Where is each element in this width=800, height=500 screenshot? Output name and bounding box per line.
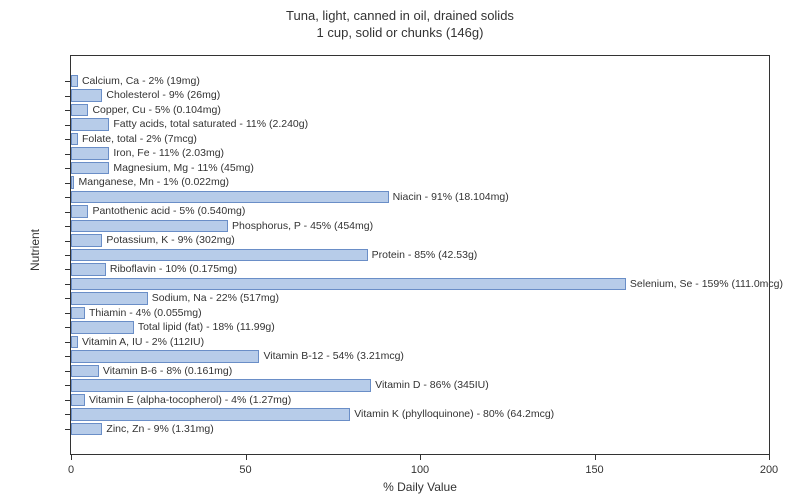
bar-label: Sodium, Na - 22% (517mg): [148, 291, 279, 305]
y-tick: [65, 284, 71, 285]
chart-title-line1: Tuna, light, canned in oil, drained soli…: [0, 8, 800, 25]
bar-label: Folate, total - 2% (7mcg): [78, 132, 197, 146]
plot-area: Calcium, Ca - 2% (19mg)Cholesterol - 9% …: [70, 55, 770, 455]
nutrient-chart: Tuna, light, canned in oil, drained soli…: [0, 0, 800, 500]
bar: [71, 307, 85, 319]
y-tick: [65, 255, 71, 256]
bar-label: Vitamin B-6 - 8% (0.161mg): [99, 364, 232, 378]
y-tick: [65, 125, 71, 126]
x-tick: [71, 454, 72, 460]
x-tick-label: 100: [411, 464, 429, 476]
y-tick: [65, 81, 71, 82]
bar: [71, 263, 106, 275]
bar-label: Selenium, Se - 159% (111.0mcg): [626, 277, 783, 291]
bar-label: Magnesium, Mg - 11% (45mg): [109, 161, 253, 175]
y-tick: [65, 400, 71, 401]
bar-label: Riboflavin - 10% (0.175mg): [106, 262, 237, 276]
y-tick: [65, 154, 71, 155]
x-axis-label: % Daily Value: [70, 480, 770, 494]
bar: [71, 249, 368, 261]
y-tick: [65, 212, 71, 213]
bar-label: Potassium, K - 9% (302mg): [102, 233, 234, 247]
x-tick: [595, 454, 596, 460]
bar: [71, 191, 389, 203]
x-tick-label: 0: [68, 464, 74, 476]
y-tick: [65, 298, 71, 299]
bar-label: Fatty acids, total saturated - 11% (2.24…: [109, 117, 308, 131]
bar: [71, 292, 148, 304]
y-tick: [65, 342, 71, 343]
y-axis-label: Nutrient: [28, 229, 42, 271]
y-tick: [65, 183, 71, 184]
bar: [71, 365, 99, 377]
bar-label: Vitamin K (phylloquinone) - 80% (64.2mcg…: [350, 407, 554, 421]
bar: [71, 379, 371, 391]
bar: [71, 423, 102, 435]
bar-label: Protein - 85% (42.53g): [368, 248, 478, 262]
bar: [71, 162, 109, 174]
y-tick: [65, 241, 71, 242]
y-tick: [65, 226, 71, 227]
bar: [71, 133, 78, 145]
bar-label: Calcium, Ca - 2% (19mg): [78, 74, 200, 88]
bar: [71, 75, 78, 87]
y-tick: [65, 139, 71, 140]
bar-label: Vitamin D - 86% (345IU): [371, 378, 489, 392]
bar: [71, 321, 134, 333]
bar: [71, 234, 102, 246]
x-tick: [769, 454, 770, 460]
bar-label: Vitamin A, IU - 2% (112IU): [78, 335, 204, 349]
x-tick-label: 50: [239, 464, 251, 476]
bar-label: Total lipid (fat) - 18% (11.99g): [134, 320, 275, 334]
bar-label: Vitamin E (alpha-tocopherol) - 4% (1.27m…: [85, 393, 291, 407]
bar: [71, 220, 228, 232]
y-tick: [65, 429, 71, 430]
y-tick: [65, 269, 71, 270]
chart-title: Tuna, light, canned in oil, drained soli…: [0, 8, 800, 42]
bar-label: Vitamin B-12 - 54% (3.21mcg): [259, 349, 403, 363]
bar: [71, 278, 626, 290]
x-tick: [420, 454, 421, 460]
bar-label: Thiamin - 4% (0.055mg): [85, 306, 202, 320]
y-tick: [65, 168, 71, 169]
x-tick: [246, 454, 247, 460]
bar: [71, 394, 85, 406]
chart-title-line2: 1 cup, solid or chunks (146g): [0, 25, 800, 42]
x-tick-label: 150: [585, 464, 603, 476]
y-tick: [65, 197, 71, 198]
bar-label: Phosphorus, P - 45% (454mg): [228, 219, 373, 233]
bar-label: Pantothenic acid - 5% (0.540mg): [88, 204, 245, 218]
bar: [71, 408, 350, 420]
bar: [71, 336, 78, 348]
x-tick-label: 200: [760, 464, 778, 476]
bar-label: Manganese, Mn - 1% (0.022mg): [74, 175, 229, 189]
bar-label: Zinc, Zn - 9% (1.31mg): [102, 422, 213, 436]
y-tick: [65, 414, 71, 415]
bar: [71, 350, 259, 362]
bar: [71, 118, 109, 130]
y-tick: [65, 96, 71, 97]
bar-label: Cholesterol - 9% (26mg): [102, 88, 220, 102]
bar: [71, 89, 102, 101]
y-tick: [65, 385, 71, 386]
bar: [71, 147, 109, 159]
bar-label: Iron, Fe - 11% (2.03mg): [109, 146, 224, 160]
y-tick: [65, 313, 71, 314]
bar: [71, 104, 88, 116]
y-tick: [65, 110, 71, 111]
bar: [71, 205, 88, 217]
bar-label: Niacin - 91% (18.104mg): [389, 190, 509, 204]
y-tick: [65, 371, 71, 372]
y-tick: [65, 327, 71, 328]
y-tick: [65, 356, 71, 357]
bar-label: Copper, Cu - 5% (0.104mg): [88, 103, 220, 117]
